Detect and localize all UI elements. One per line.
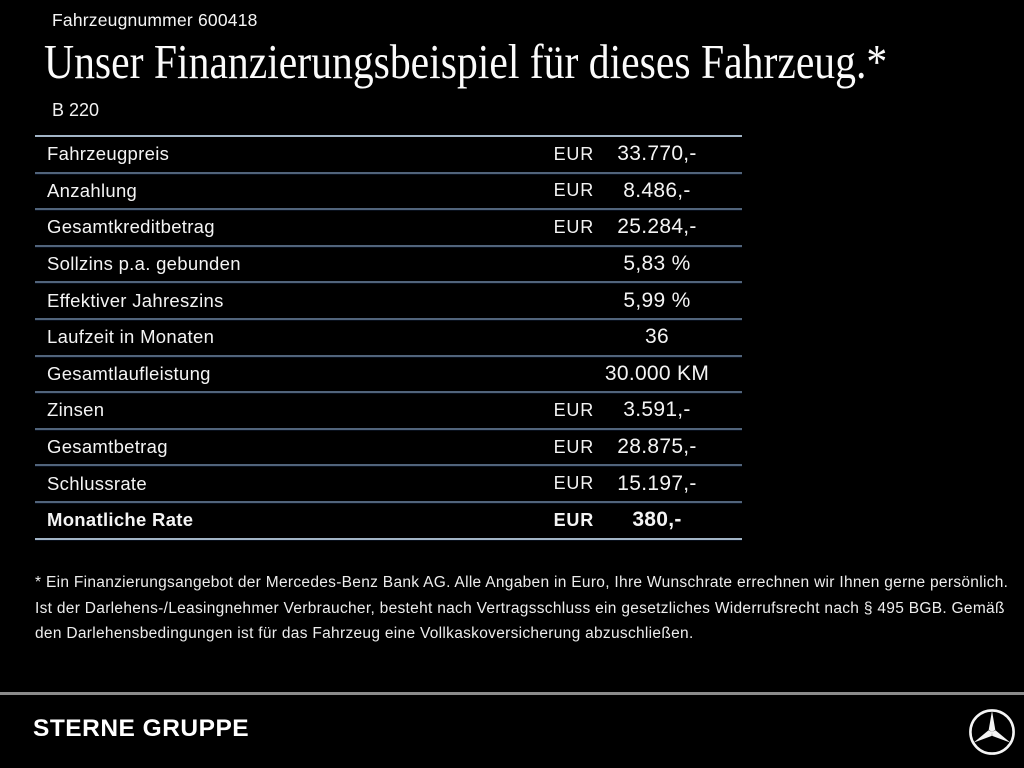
row-currency: EUR	[553, 143, 594, 164]
footer-divider	[0, 692, 1024, 695]
table-row: Schlussrate EUR 15.197,-	[35, 466, 742, 503]
row-label: Gesamtbetrag	[47, 436, 168, 458]
vehicle-model: B 220	[52, 100, 100, 120]
row-currency: EUR	[553, 509, 594, 530]
footnote-text: * Ein Finanzierungsangebot der Mercedes-…	[35, 574, 1009, 642]
row-label: Sollzins p.a. gebunden	[47, 253, 241, 275]
row-label: Anzahlung	[47, 179, 138, 201]
row-label: Laufzeit in Monaten	[47, 326, 215, 348]
row-value: 33.770,-	[617, 142, 697, 166]
row-value: 3.591,-	[623, 398, 691, 422]
dealer-name: STERNE GRUPPE	[33, 715, 250, 742]
row-value: 30.000 KM	[604, 361, 710, 385]
financing-table: Fahrzeugpreis EUR 33.770,- Anzahlung EUR 8.48…	[35, 135, 742, 540]
row-value: 28.875,-	[617, 435, 697, 459]
row-label: Gesamtkreditbetrag	[47, 216, 215, 238]
vehicle-number: Fahrzeugnummer 600418	[52, 10, 258, 30]
row-value: 25.284,-	[617, 215, 697, 239]
table-row: Laufzeit in Monaten 36	[35, 320, 742, 357]
table-row: Effektiver Jahreszins 5,99 %	[35, 283, 742, 320]
row-value: 5,83 %	[623, 252, 691, 276]
row-label: Zinsen	[47, 399, 105, 421]
table-row: Sollzins p.a. gebunden 5,83 %	[35, 247, 742, 284]
row-value: 15.197,-	[617, 471, 697, 495]
row-value: 8.486,-	[623, 178, 691, 202]
table-row: Anzahlung EUR 8.486,-	[35, 174, 742, 211]
table-row: Monatliche Rate EUR 380,-	[35, 503, 742, 540]
row-currency: EUR	[553, 436, 594, 457]
row-label: Effektiver Jahreszins	[47, 289, 224, 311]
table-row: Gesamtlaufleistung 30.000 KM	[35, 357, 742, 394]
row-value: 380,-	[632, 508, 682, 532]
row-currency: EUR	[553, 216, 594, 237]
row-currency: EUR	[553, 473, 594, 494]
mercedes-benz-star-icon	[969, 709, 1015, 755]
table-row: Gesamtbetrag EUR 28.875,-	[35, 430, 742, 467]
page-title: Unser Finanzierungsbeispiel für dieses F…	[44, 34, 888, 89]
table-row: Fahrzeugpreis EUR 33.770,-	[35, 137, 742, 174]
table-row: Zinsen EUR 3.591,-	[35, 393, 742, 430]
row-currency: EUR	[553, 180, 594, 201]
table-row: Gesamtkreditbetrag EUR 25.284,-	[35, 210, 742, 247]
row-label: Schlussrate	[47, 472, 147, 494]
row-currency: EUR	[553, 399, 594, 420]
row-value: 36	[645, 325, 669, 349]
row-label: Gesamtlaufleistung	[47, 362, 211, 384]
row-value: 5,99 %	[623, 288, 691, 312]
row-label: Monatliche Rate	[47, 509, 194, 531]
row-label: Fahrzeugpreis	[47, 143, 170, 165]
